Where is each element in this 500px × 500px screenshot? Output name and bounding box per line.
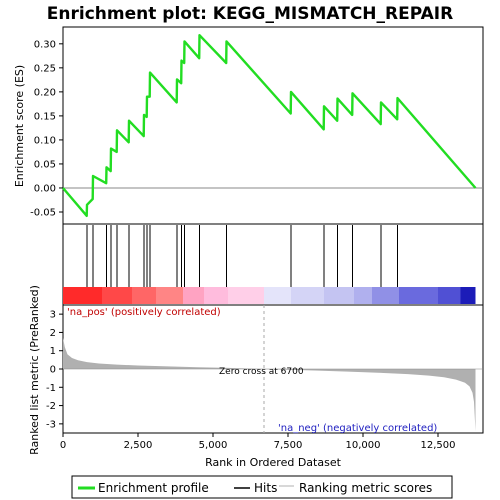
metric-y-tick-label: 1 [50,346,56,357]
heatmap-segment [204,287,228,304]
es-panel: -0.05 0.00 0.05 0.10 0.15 0.20 0.25 0.30 [30,34,483,218]
metric-y-tick-label: -1 [46,383,56,394]
metric-y-tick-label: 0 [50,365,56,376]
heatmap-segment [438,287,461,304]
es-y-tick-label: 0.10 [34,135,56,146]
chart-title: Enrichment plot: KEGG_MISMATCH_REPAIR [47,4,453,24]
es-y-tick-label: 0.25 [34,63,56,74]
legend-label-metric: Ranking metric scores [299,481,432,495]
heatmap-segment [183,287,204,304]
x-axis: 0 2,500 5,000 7,500 10,000 12,500 [60,433,456,451]
x-tick-label: 0 [60,440,66,451]
heatmap-segment [156,287,183,304]
metric-y-tick-label: 2 [50,328,56,339]
x-tick-label: 2,500 [124,440,153,451]
es-y-tick-label: 0.30 [34,39,56,50]
heatmap-segment [399,287,438,304]
legend-box [71,475,453,499]
heatmap-segment [372,287,399,304]
metric-y-tick-label: -3 [46,419,56,430]
x-tick-label: 7,500 [274,440,303,451]
metric-y-tick-label: -2 [46,401,56,412]
heatmap-segment [228,287,264,304]
heatmap-segment [264,287,291,304]
heatmap-segment [324,287,354,304]
enrichment-profile-line [62,34,477,218]
metric-y-tick-label: 3 [50,310,56,321]
metric-panel: -3 -2 -1 0 1 2 3 [46,305,483,433]
legend-label-hits: Hits [254,481,277,495]
heatmap-segment [132,287,156,304]
x-tick-label: 10,000 [346,440,381,451]
es-y-tick-label: -0.05 [30,207,56,218]
es-y-tick-label: 0.15 [34,111,56,122]
x-axis-label: Rank in Ordered Dataset [205,456,342,469]
es-axis-label: Enrichment score (ES) [13,65,26,187]
metric-axis-label: Ranked list metric (PreRanked) [28,285,41,455]
x-tick-label: 12,500 [421,440,456,451]
pos-correlated-label: 'na_pos' (positively correlated) [67,307,221,318]
heatmap-segment [460,287,476,304]
es-y-tick-label: 0.05 [34,159,56,170]
heatmap-segment [102,287,132,304]
heatmap-segment [354,287,372,304]
zero-cross-label: Zero cross at 6700 [219,367,304,377]
ranking-metric-area [63,337,476,432]
es-y-tick-label: 0.00 [34,183,56,194]
legend-label-enrichment: Enrichment profile [98,481,209,495]
heatmap-segment [63,287,102,304]
rank-heatmap [63,287,476,304]
legend: Enrichment profile Hits Ranking metric s… [71,475,453,499]
hits-panel [86,225,398,287]
es-y-tick-label: 0.20 [34,87,56,98]
x-tick-label: 5,000 [199,440,228,451]
heatmap-segment [291,287,324,304]
neg-correlated-label: 'na_neg' (negatively correlated) [278,423,437,434]
